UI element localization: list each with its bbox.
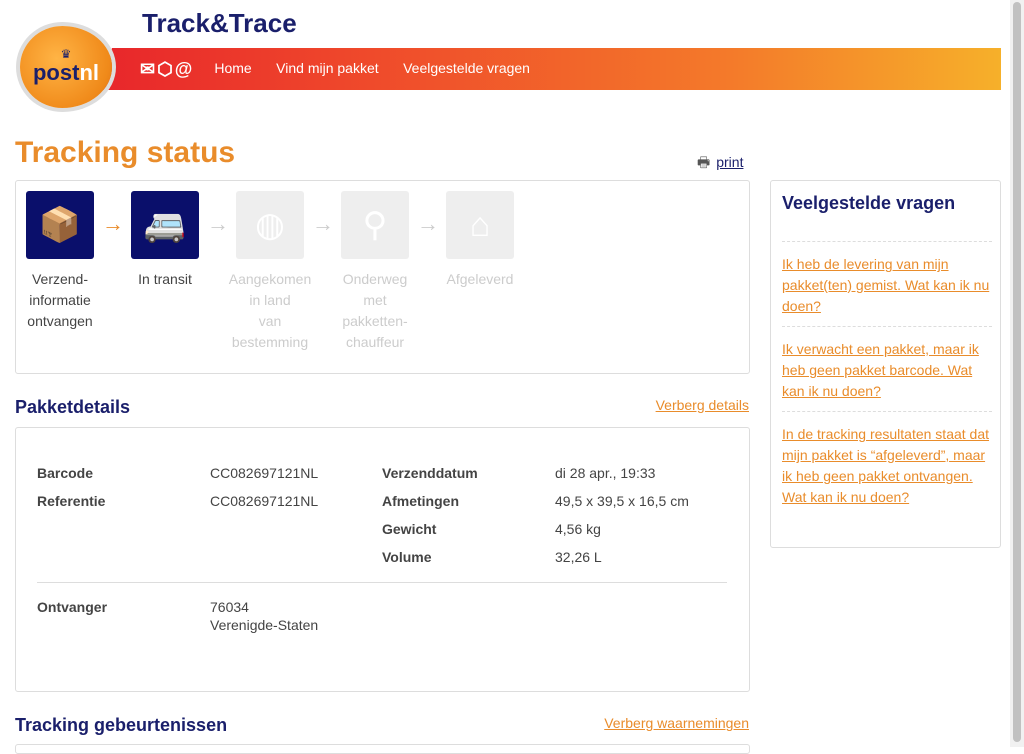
courier-icon: ⚲ <box>341 191 409 259</box>
step-verzendinformatie: 📦 Verzend- informatie ontvangen <box>26 191 94 329</box>
step-onderweg: ⚲ Onderweg met pakketten- chauffeur <box>341 191 409 350</box>
postnl-logo[interactable]: ♛ postnl <box>20 26 112 108</box>
ship-date-value: di 28 apr., 19:33 <box>555 465 656 481</box>
reference-label: Referentie <box>37 493 106 509</box>
events-panel <box>15 744 750 754</box>
house-check-icon: ⌂ <box>446 191 514 259</box>
step-aangekomen: ◍ Aangekomen in land van bestemming <box>229 191 311 350</box>
faq-link[interactable]: In de tracking resultaten staat dat mijn… <box>782 411 992 508</box>
faq-heading: Veelgestelde vragen <box>782 193 956 213</box>
dimensions-label: Afmetingen <box>382 493 459 509</box>
recipient-label: Ontvanger <box>37 599 108 615</box>
toggle-events-link[interactable]: Verberg waarnemingen <box>604 715 749 731</box>
volume-value: 32,26 L <box>555 549 602 565</box>
dimensions-value: 49,5 x 39,5 x 16,5 cm <box>555 493 689 509</box>
globe-check-icon: ◍ <box>236 191 304 259</box>
weight-label: Gewicht <box>382 521 437 537</box>
weight-value: 4,56 kg <box>555 521 601 537</box>
arrow-icon: → <box>207 211 229 236</box>
scrollbar-thumb[interactable] <box>1013 2 1021 742</box>
box-info-icon: 📦 <box>26 191 94 259</box>
arrow-icon: → <box>102 211 124 236</box>
ship-date-label: Verzenddatum <box>382 465 478 481</box>
recipient-postcode: 76034 <box>210 599 249 615</box>
details-heading: Pakketdetails <box>15 397 131 417</box>
print-link[interactable]: 🖶 print <box>697 152 743 176</box>
nav-vind-mijn-pakket[interactable]: Vind mijn pakket <box>276 60 379 76</box>
step-label: In transit <box>138 271 192 287</box>
step-in-transit: 🚐 In transit <box>131 191 199 287</box>
arrow-icon: → <box>312 211 334 236</box>
events-heading: Tracking gebeurtenissen <box>15 715 228 735</box>
volume-label: Volume <box>382 549 432 565</box>
faq-panel: Veelgestelde vragen Ik heb de levering v… <box>770 180 1001 548</box>
nav-home[interactable]: Home <box>214 60 252 76</box>
step-afgeleverd: ⌂ Afgeleverd <box>446 191 514 287</box>
toggle-details-link[interactable]: Verberg details <box>655 397 749 413</box>
reference-value: CC082697121NL <box>210 493 319 509</box>
recipient-country: Verenigde-Staten <box>210 617 319 633</box>
nav-bar: ✉⬡@ Home Vind mijn pakket Veelgestelde v… <box>100 48 1001 90</box>
nav-veelgestelde-vragen[interactable]: Veelgestelde vragen <box>403 60 530 76</box>
van-plane-icon: 🚐 <box>131 191 199 259</box>
step-label: Afgeleverd <box>446 271 514 287</box>
divider <box>37 582 727 583</box>
page-title: Tracking status <box>15 136 236 169</box>
faq-link[interactable]: Ik verwacht een pakket, maar ik heb geen… <box>782 326 992 402</box>
barcode-value: CC082697121NL <box>210 465 319 481</box>
print-label[interactable]: print <box>716 154 744 170</box>
faq-link[interactable]: Ik heb de levering van mijn pakket(ten) … <box>782 241 992 317</box>
app-title: Track&Trace <box>142 8 297 38</box>
step-label: Onderweg met pakketten- chauffeur <box>342 271 408 350</box>
arrow-icon: → <box>417 211 439 236</box>
package-details: Barcode CC082697121NL Referentie CC08269… <box>15 427 750 692</box>
tracking-steps: 📦 Verzend- informatie ontvangen → 🚐 In tra… <box>15 180 750 374</box>
step-label: Aangekomen in land van bestemming <box>228 271 312 350</box>
service-icons[interactable]: ✉⬡@ <box>140 58 195 79</box>
crown-icon: ♛ <box>60 47 72 61</box>
barcode-label: Barcode <box>37 465 94 481</box>
step-label: Verzend- informatie ontvangen <box>27 271 93 329</box>
printer-icon: 🖶 <box>697 154 711 170</box>
scrollbar[interactable] <box>1010 0 1024 747</box>
